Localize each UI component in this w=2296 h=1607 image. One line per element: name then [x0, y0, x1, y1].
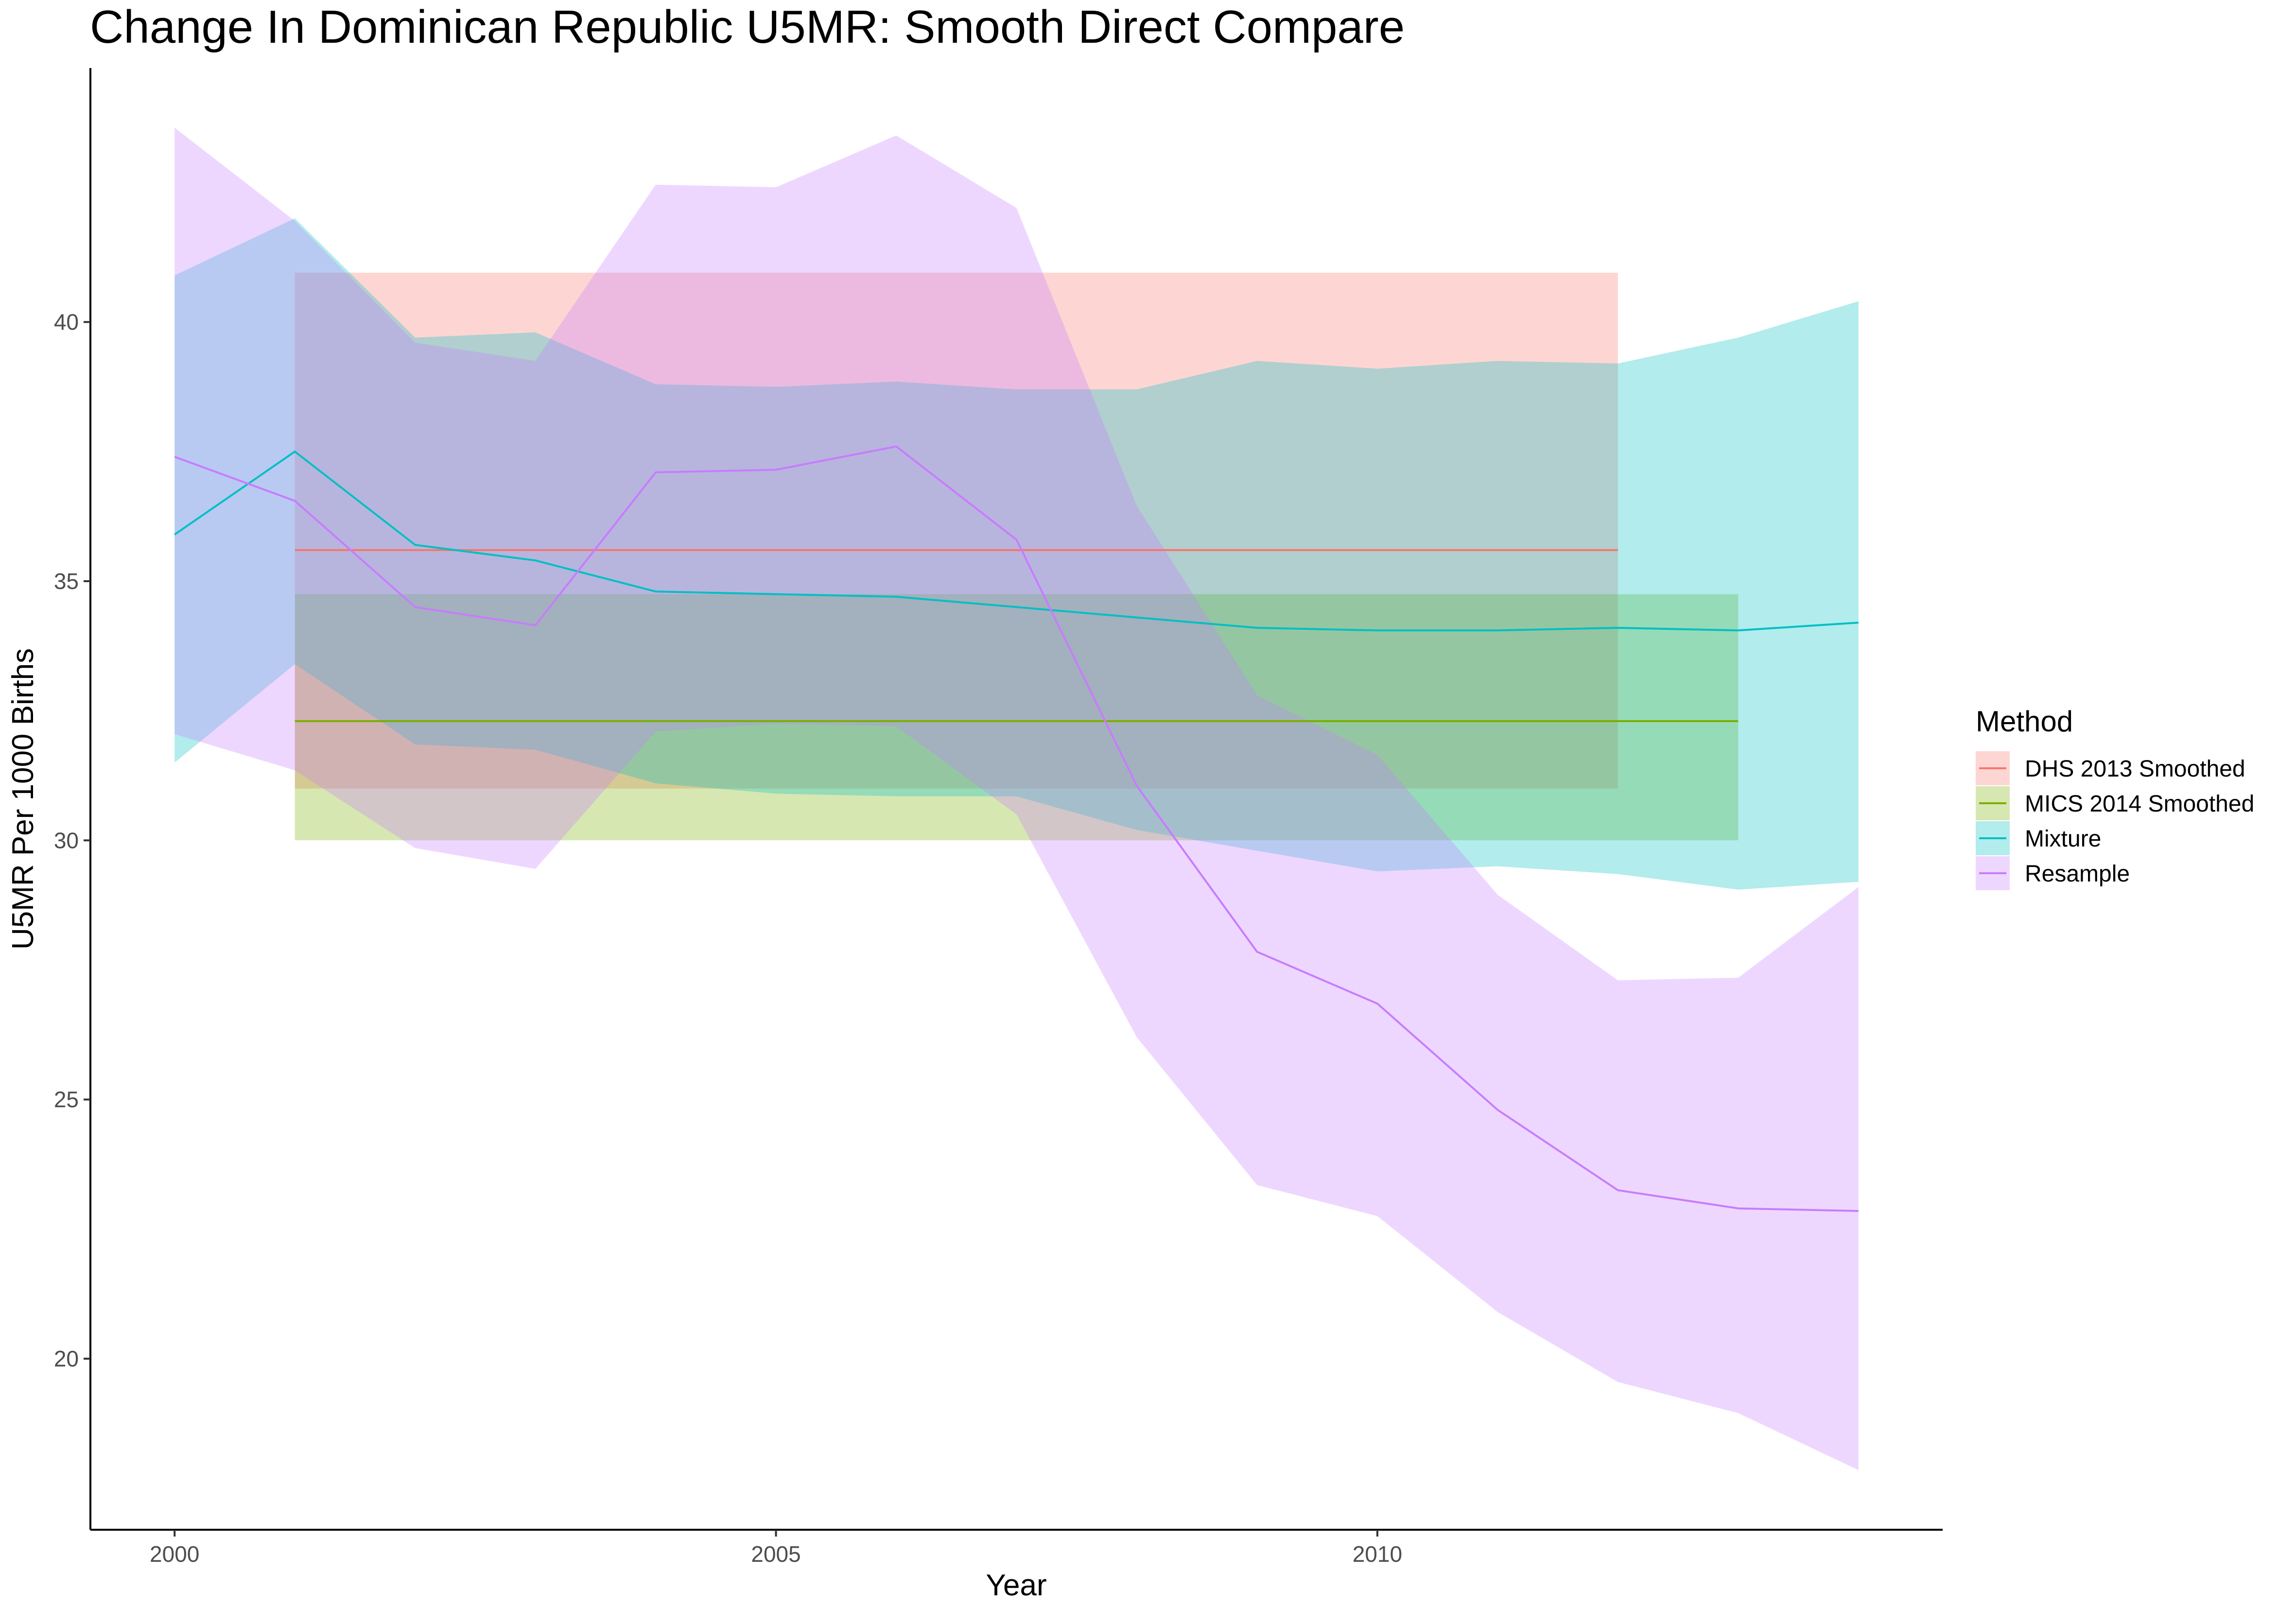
legend: Method DHS 2013 Smoothed MICS 2014 Smooth… — [1976, 705, 2254, 890]
line-resample — [174, 445, 1859, 1212]
legend-label: DHS 2013 Smoothed — [2025, 756, 2245, 782]
legend-label: Resample — [2025, 861, 2130, 887]
legend-title: Method — [1976, 705, 2073, 738]
x-axis-title: Year — [986, 1569, 1046, 1602]
y-tick-label: 30 — [54, 828, 79, 853]
y-ticks: 20 25 30 35 40 — [54, 310, 90, 1371]
confidence-bands — [174, 127, 1859, 1470]
y-axis-title: U5MR Per 1000 Births — [6, 648, 40, 950]
series-lines — [174, 445, 1859, 1212]
band-dhs-2013-smoothed — [295, 273, 1618, 789]
legend-item-mixture: Mixture — [1976, 821, 2101, 855]
x-tick-label: 2010 — [1353, 1541, 1402, 1567]
line-mixture — [174, 450, 1859, 632]
legend-label: Mixture — [2025, 826, 2101, 852]
x-tick-label: 2005 — [751, 1541, 800, 1567]
axes — [89, 68, 1943, 1531]
legend-item-dhs-2013-smoothed: DHS 2013 Smoothed — [1976, 751, 2245, 785]
band-mics-2014-smoothed — [295, 594, 1739, 841]
y-tick-label: 25 — [54, 1087, 79, 1112]
y-tick-label: 40 — [54, 310, 79, 335]
y-tick-label: 35 — [54, 569, 79, 594]
legend-label: MICS 2014 Smoothed — [2025, 791, 2254, 817]
y-tick-label: 20 — [54, 1346, 79, 1371]
chart-title: Change In Dominican Republic U5MR: Smoot… — [90, 1, 1405, 53]
x-ticks: 2000 2005 2010 — [150, 1530, 1402, 1567]
x-tick-label: 2000 — [150, 1541, 199, 1567]
band-resample — [174, 127, 1859, 1470]
legend-item-resample: Resample — [1976, 856, 2130, 890]
legend-item-mics-2014-smoothed: MICS 2014 Smoothed — [1976, 786, 2254, 820]
